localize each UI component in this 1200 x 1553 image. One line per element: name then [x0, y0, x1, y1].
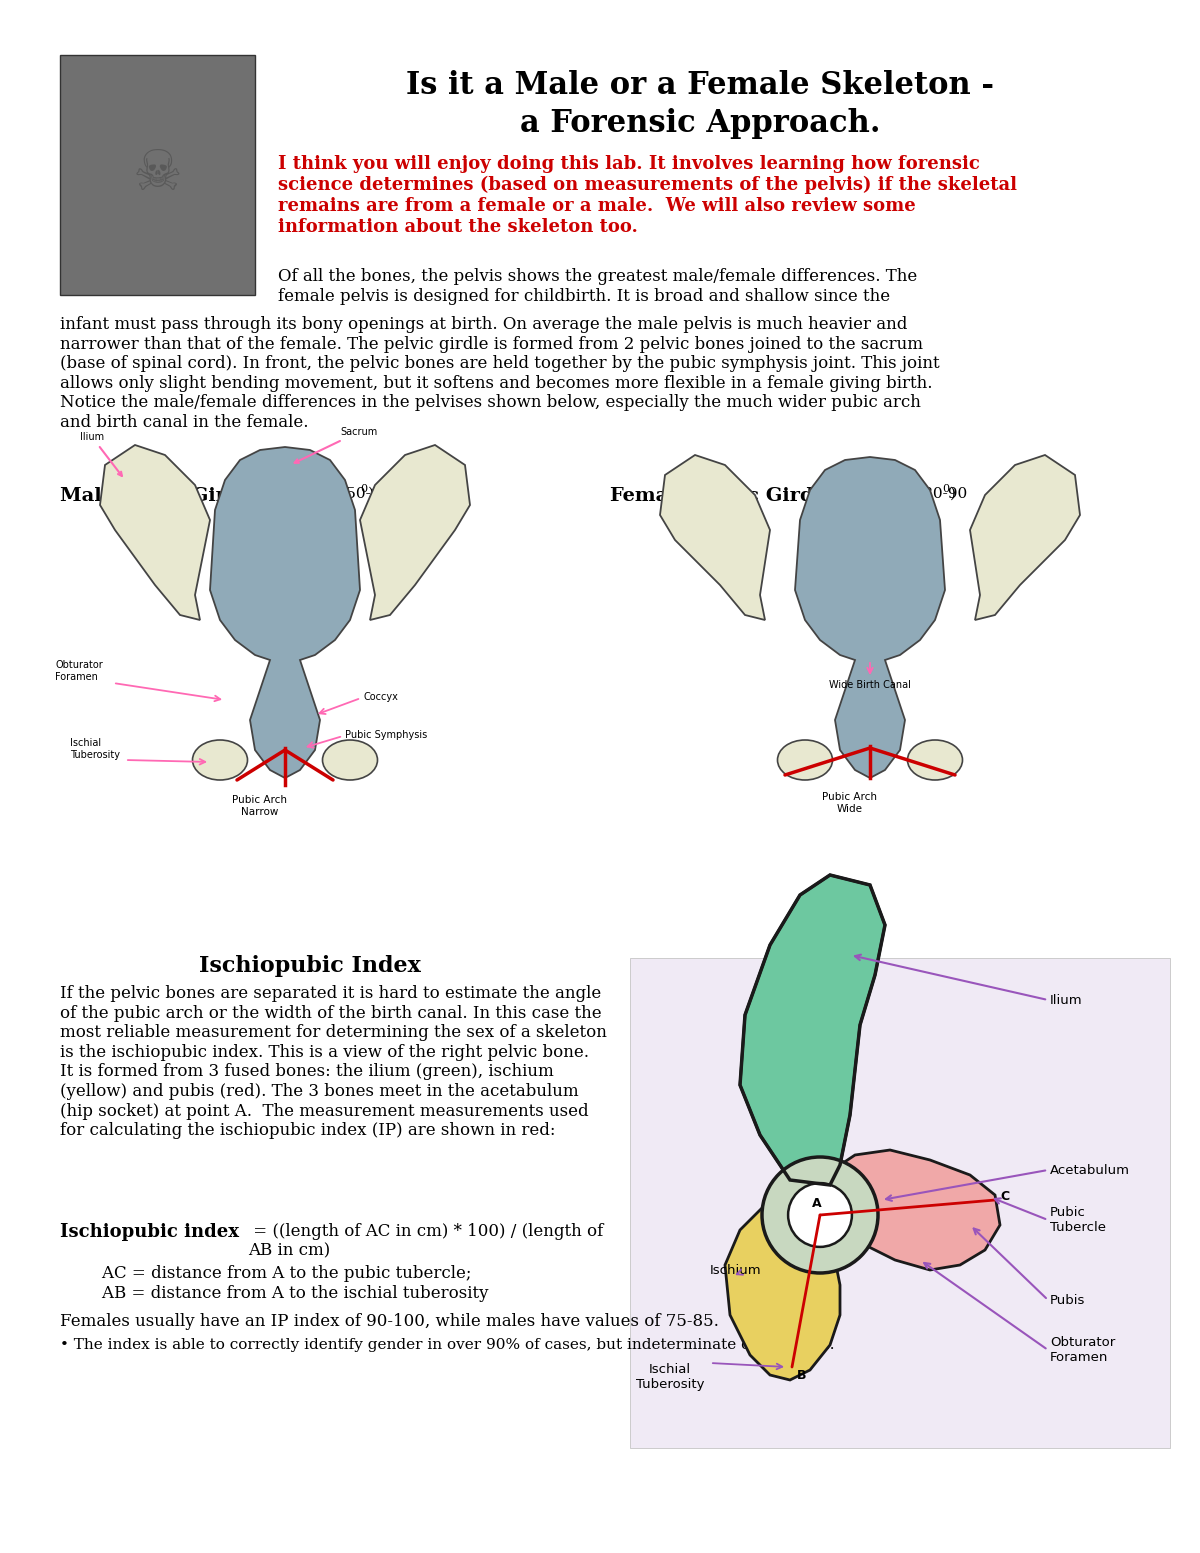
Text: 0: 0	[360, 485, 367, 494]
Polygon shape	[210, 447, 360, 778]
Ellipse shape	[778, 739, 833, 780]
Polygon shape	[740, 874, 886, 1185]
Text: Ilium: Ilium	[80, 432, 122, 475]
Text: A: A	[812, 1197, 822, 1210]
Text: Ischial
Tuberosity: Ischial Tuberosity	[70, 738, 120, 759]
Text: AB = distance from A to the ischial tuberosity: AB = distance from A to the ischial tube…	[60, 1284, 488, 1301]
Bar	[60, 54, 256, 295]
Text: Females usually have an IP index of 90-100, while males have values of 75-85.: Females usually have an IP index of 90-1…	[60, 1312, 719, 1329]
Polygon shape	[970, 455, 1080, 620]
Text: AC = distance from A to the pubic tubercle;: AC = distance from A to the pubic tuberc…	[60, 1266, 472, 1281]
Text: Coccyx: Coccyx	[364, 693, 398, 702]
Text: Female Pelvic Girdle: Female Pelvic Girdle	[610, 488, 833, 505]
Text: a Forensic Approach.: a Forensic Approach.	[520, 109, 881, 140]
Ellipse shape	[323, 739, 378, 780]
Text: If the pelvic bones are separated it is hard to estimate the angle
of the pubic : If the pelvic bones are separated it is …	[60, 985, 607, 1140]
Text: Ilium: Ilium	[1050, 994, 1082, 1006]
Text: Male Pelvic Girdle: Male Pelvic Girdle	[60, 488, 259, 505]
Text: ): )	[950, 488, 956, 502]
Polygon shape	[830, 1151, 1000, 1270]
Text: Of all the bones, the pelvis shows the greatest male/female differences. The
fem: Of all the bones, the pelvis shows the g…	[278, 269, 917, 304]
Text: Acetabulum: Acetabulum	[1050, 1163, 1130, 1177]
Text: Ischiopubic index: Ischiopubic index	[60, 1224, 239, 1241]
Text: Obturator
Foramen: Obturator Foramen	[55, 660, 103, 682]
Polygon shape	[360, 446, 470, 620]
Circle shape	[788, 1183, 852, 1247]
Ellipse shape	[192, 739, 247, 780]
Polygon shape	[100, 446, 210, 620]
Text: 0: 0	[942, 485, 949, 494]
Text: Pubic Symphysis: Pubic Symphysis	[346, 730, 427, 739]
Text: Ischial
Tuberosity: Ischial Tuberosity	[636, 1364, 704, 1391]
Circle shape	[762, 1157, 878, 1273]
Polygon shape	[725, 1180, 840, 1381]
Text: I think you will enjoy doing this lab. It involves learning how forensic
science: I think you will enjoy doing this lab. I…	[278, 155, 1018, 236]
Text: Sacrum: Sacrum	[295, 427, 377, 463]
Polygon shape	[796, 457, 946, 778]
Text: Pubic Arch
Wide: Pubic Arch Wide	[822, 792, 877, 814]
Text: Obturator
Foramen: Obturator Foramen	[1050, 1336, 1115, 1364]
Polygon shape	[660, 455, 770, 620]
Text: ): )	[368, 488, 374, 502]
Text: Pubic
Tubercle: Pubic Tubercle	[1050, 1207, 1106, 1235]
Text: Is it a Male or a Female Skeleton -: Is it a Male or a Female Skeleton -	[406, 70, 994, 101]
Text: • The index is able to correctly identify gender in over 90% of cases, but indet: • The index is able to correctly identif…	[60, 1339, 834, 1353]
Text: Pubic Arch
Narrow: Pubic Arch Narrow	[233, 795, 288, 817]
Text: infant must pass through its bony openings at birth. On average the male pelvis : infant must pass through its bony openin…	[60, 315, 940, 432]
Text: (pubic arch 80-90: (pubic arch 80-90	[830, 488, 967, 502]
Text: Ischium: Ischium	[710, 1264, 762, 1277]
Text: B: B	[797, 1370, 806, 1382]
Text: (pubic arch 50-60: (pubic arch 50-60	[253, 488, 390, 502]
Text: C: C	[1000, 1190, 1009, 1204]
Text: Wide Birth Canal: Wide Birth Canal	[829, 680, 911, 690]
Text: ☠: ☠	[133, 148, 182, 202]
Text: Ischiopubic Index: Ischiopubic Index	[199, 955, 421, 977]
Text: = ((length of AC in cm) * 100) / (length of
AB in cm): = ((length of AC in cm) * 100) / (length…	[248, 1224, 604, 1259]
Bar	[630, 958, 1170, 1447]
Text: Pubis: Pubis	[1050, 1294, 1085, 1306]
Ellipse shape	[907, 739, 962, 780]
